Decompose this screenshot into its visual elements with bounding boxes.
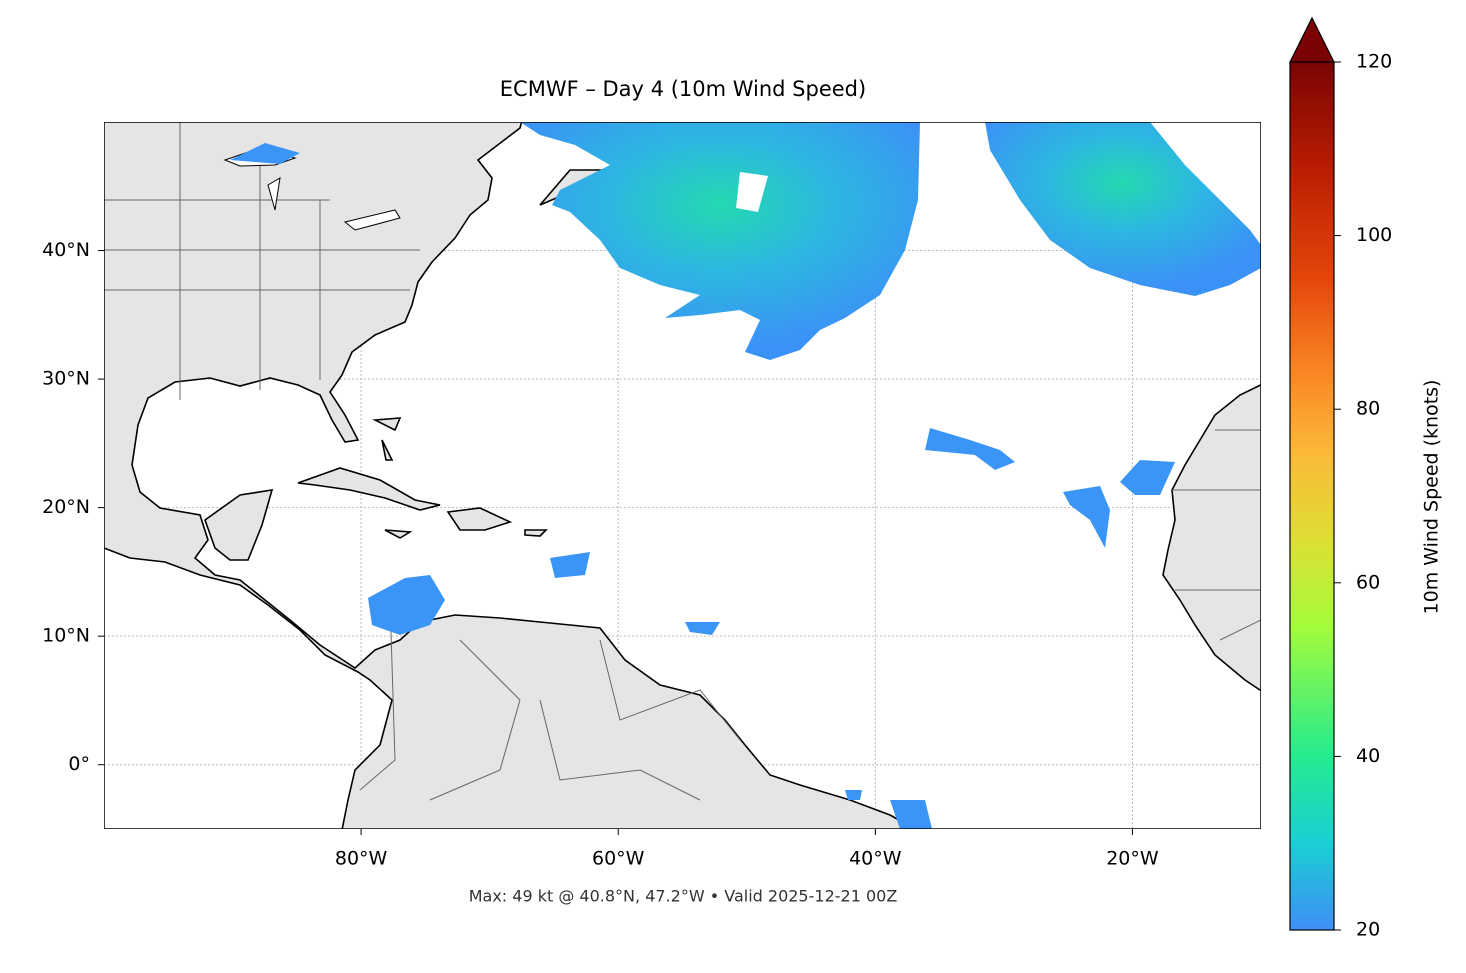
x-tick-label: 20°W: [1106, 848, 1159, 870]
colorbar-tick-label: 120: [1356, 51, 1392, 73]
colorbar-ramp: [1289, 61, 1335, 931]
colorbar-extend: [1289, 16, 1335, 63]
land-americas: [104, 122, 916, 829]
y-tick-label: 20°N: [42, 496, 90, 518]
colorbar-label: 10m Wind Speed (knots): [1421, 380, 1443, 615]
colorbar-tick-label: 100: [1356, 224, 1392, 246]
colorbar-tick-label: 60: [1356, 571, 1380, 593]
footer-note: Max: 49 kt @ 40.8°N, 47.2°W • Valid 2025…: [469, 887, 898, 906]
colorbar-tick-label: 80: [1356, 398, 1380, 420]
land-africa: [1162, 383, 1261, 692]
colorbar: 20 40 60 80 100 120: [1289, 16, 1392, 941]
y-tick-label: 30°N: [42, 368, 90, 390]
map-area: [104, 122, 1261, 829]
x-tick-label: 60°W: [592, 848, 645, 870]
y-tick-label: 40°N: [42, 239, 90, 261]
y-tick-label: 10°N: [42, 625, 90, 647]
land-islands: [297, 417, 548, 539]
chart-title: ECMWF – Day 4 (10m Wind Speed): [500, 77, 866, 101]
x-tick-label: 40°W: [849, 848, 902, 870]
x-tick-label: 80°W: [335, 848, 388, 870]
y-tick-label: 0°: [68, 753, 90, 775]
colorbar-tick-label: 40: [1356, 745, 1380, 767]
colorbar-tick-label: 20: [1356, 919, 1380, 941]
